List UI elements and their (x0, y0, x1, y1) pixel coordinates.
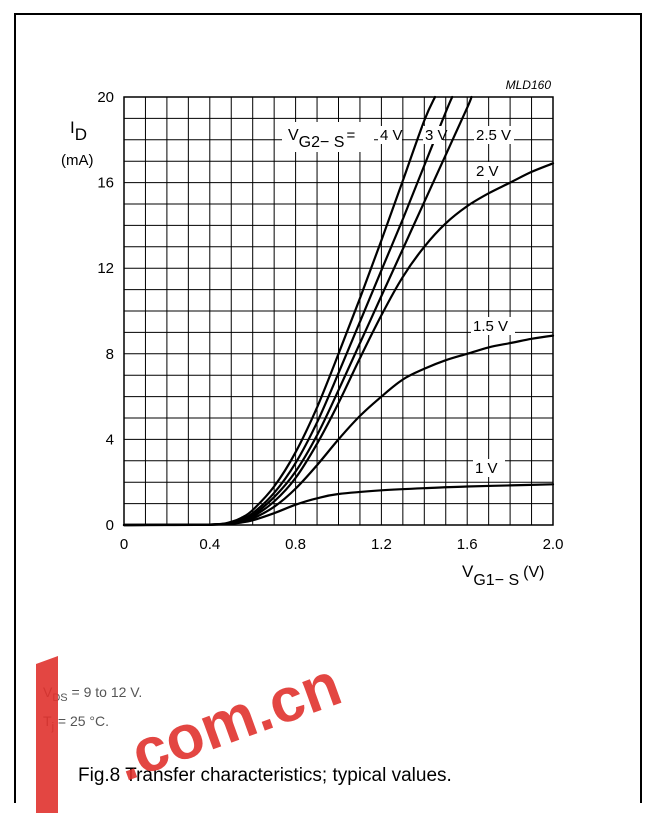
x-tick-label: 0 (120, 536, 128, 553)
x-axis-label: VG1− S (V) (462, 562, 544, 589)
series-label: 2 V (476, 163, 499, 180)
series-label: 1 V (475, 460, 498, 477)
curves (122, 95, 555, 527)
series-label-bg (471, 317, 515, 335)
series-label: 2.5 V (476, 127, 511, 144)
plot-border (123, 96, 554, 526)
x-tick-label: 0.4 (199, 536, 220, 553)
series-label: 1.5 V (473, 318, 508, 335)
figure-frame (14, 13, 642, 803)
series-label: 4 V (380, 127, 403, 144)
series-label-bg (378, 126, 402, 144)
figure-code: MLD160 (506, 78, 552, 92)
x-tick-label: 0.8 (285, 536, 306, 553)
y-tick-label: 16 (97, 175, 114, 192)
y-tick-label: 20 (97, 89, 114, 106)
tick-labels: 0 0.4 0.8 1.2 1.6 2.0 0 4 8 12 16 20 (97, 89, 563, 553)
vds-note: VDS = 9 to 12 V. (43, 684, 143, 704)
x-tick-label: 1.6 (457, 536, 478, 553)
y-tick-label: 0 (106, 517, 114, 534)
series-label-bg (423, 126, 443, 144)
tj-note: Tj = 25 °C. (43, 713, 110, 733)
y-axis-unit: (mA) (61, 152, 94, 169)
legend-prefix: VG2− S = (288, 127, 355, 151)
series-label: 3 V (425, 127, 448, 144)
curve-1-V (122, 483, 555, 527)
x-tick-label: 1.2 (371, 536, 392, 553)
y-tick-label: 8 (106, 346, 114, 363)
series-label-bg (474, 162, 504, 180)
series-label-bg (474, 126, 514, 144)
figure-caption: Fig.8 Transfer characteristics; typical … (78, 765, 452, 786)
series-label-bg (473, 459, 505, 477)
y-axis-label: ID (70, 118, 87, 144)
x-tick-label: 2.0 (543, 536, 564, 553)
y-tick-label: 12 (97, 260, 114, 277)
legend-prefix-bg (282, 122, 374, 152)
y-tick-label: 4 (106, 431, 114, 448)
series-labels: 4 V 3 V 2.5 V 2 V 1.5 V 1 V (378, 126, 515, 477)
